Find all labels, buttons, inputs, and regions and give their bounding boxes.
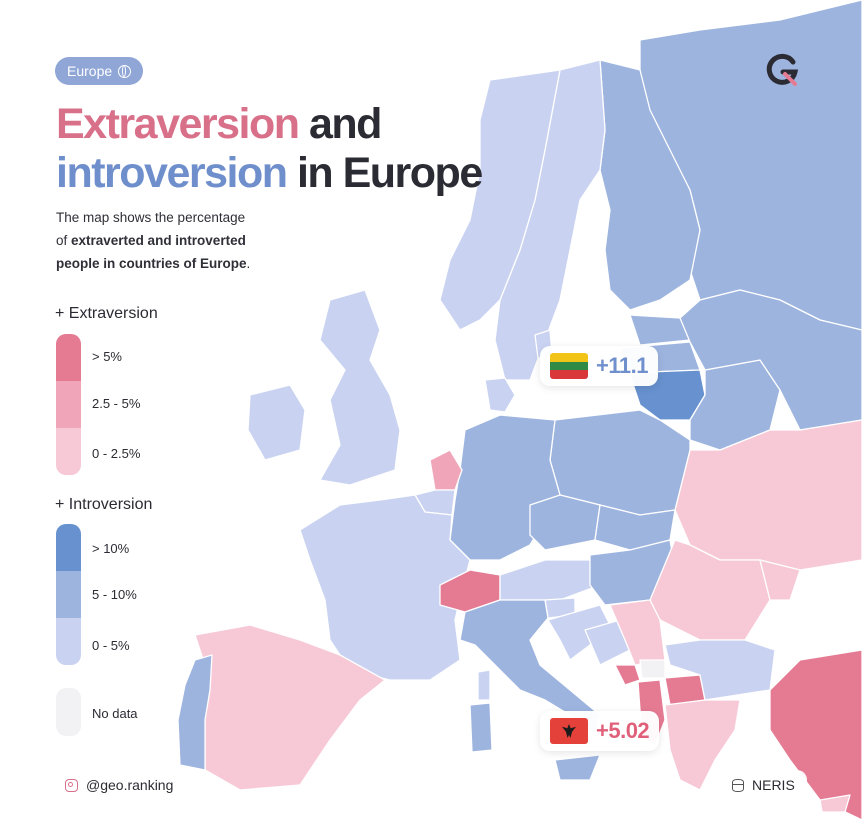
description-line-2-prefix: of — [56, 233, 72, 248]
country-greece — [664, 699, 741, 791]
legend-intro-high-label: > 10% — [92, 541, 130, 556]
description-line-3-bold: people in countries of Europe — [56, 256, 247, 271]
country-montenegro — [614, 664, 641, 686]
albania-value: +5.02 — [596, 718, 650, 743]
data-source: NERIS — [720, 770, 807, 800]
country-czechia — [529, 494, 601, 551]
legend-swatch-intro-mid — [56, 571, 81, 618]
legend-swatch-intro-low — [56, 618, 81, 665]
country-ukraine — [674, 419, 862, 571]
country-norway — [439, 69, 561, 331]
geo-ranking-logo — [766, 53, 799, 86]
legend-swatch-no-data — [56, 688, 81, 736]
instagram-handle-label: @geo.ranking — [86, 777, 174, 793]
database-icon — [732, 778, 744, 792]
legend-extraversion-swatches — [56, 334, 81, 475]
legend-swatch-extra-low — [56, 428, 81, 475]
country-netherlands — [429, 449, 463, 491]
country-portugal — [177, 654, 213, 771]
country-moldova — [759, 559, 801, 601]
instagram-handle[interactable]: @geo.ranking — [55, 770, 184, 800]
description-line-3-suffix: . — [246, 256, 251, 271]
legend-introversion-swatches — [56, 524, 81, 665]
legend-extra-high-label: > 5% — [92, 349, 122, 364]
legend-introversion-heading: + Introversion — [55, 496, 153, 513]
legend-extraversion-heading: + Extraversion — [55, 305, 158, 322]
legend-intro-mid-label: 5 - 10% — [92, 587, 137, 602]
legend-intro-low-label: 0 - 5% — [92, 638, 130, 653]
lithuania-flag — [550, 353, 588, 379]
country-finland — [599, 59, 701, 311]
country-croatia — [547, 604, 611, 661]
title-introversion: introversion — [56, 149, 288, 197]
legend-extra-mid-label: 2.5 - 5% — [92, 396, 141, 411]
country-corsica — [477, 669, 491, 701]
albania-callout: +5.02 — [540, 711, 660, 751]
description-line-1: The map shows the percentage — [56, 210, 246, 225]
legend-swatch-intro-high — [56, 524, 81, 571]
country-sardinia — [469, 702, 493, 753]
lithuania-value: +11.1 — [596, 353, 648, 378]
legend-swatch-extra-high — [56, 334, 81, 381]
data-source-label: NERIS — [752, 777, 795, 793]
country-ireland — [247, 384, 306, 461]
country-kosovo — [639, 659, 666, 679]
country-cyprus — [819, 794, 851, 813]
country-france — [299, 494, 471, 681]
albania-flag — [550, 718, 588, 744]
eagle-icon — [562, 724, 576, 738]
country-sicily — [554, 754, 601, 781]
region-badge-label: Europe — [67, 63, 113, 79]
description-line-2-bold: extraverted and introverted — [71, 233, 246, 248]
title-and: and — [298, 100, 382, 148]
title-extraversion: Extraversion — [56, 100, 300, 148]
region-badge: Europe — [55, 57, 144, 85]
country-uk — [319, 289, 401, 486]
lithuania-callout: +11.1 — [540, 346, 658, 386]
globe-icon — [118, 64, 132, 78]
legend-swatch-extra-mid — [56, 381, 81, 428]
instagram-icon — [65, 778, 78, 792]
map-description: The map shows the percentage of extraver… — [56, 206, 286, 275]
title-in-europe: in Europe — [286, 149, 483, 197]
legend-extra-low-label: 0 - 2.5% — [92, 446, 141, 461]
legend-no-data-label: No data — [92, 706, 138, 721]
page-title: Extraversion and introversion in Europe — [56, 100, 483, 198]
country-austria — [499, 559, 601, 601]
country-denmark — [484, 377, 516, 413]
